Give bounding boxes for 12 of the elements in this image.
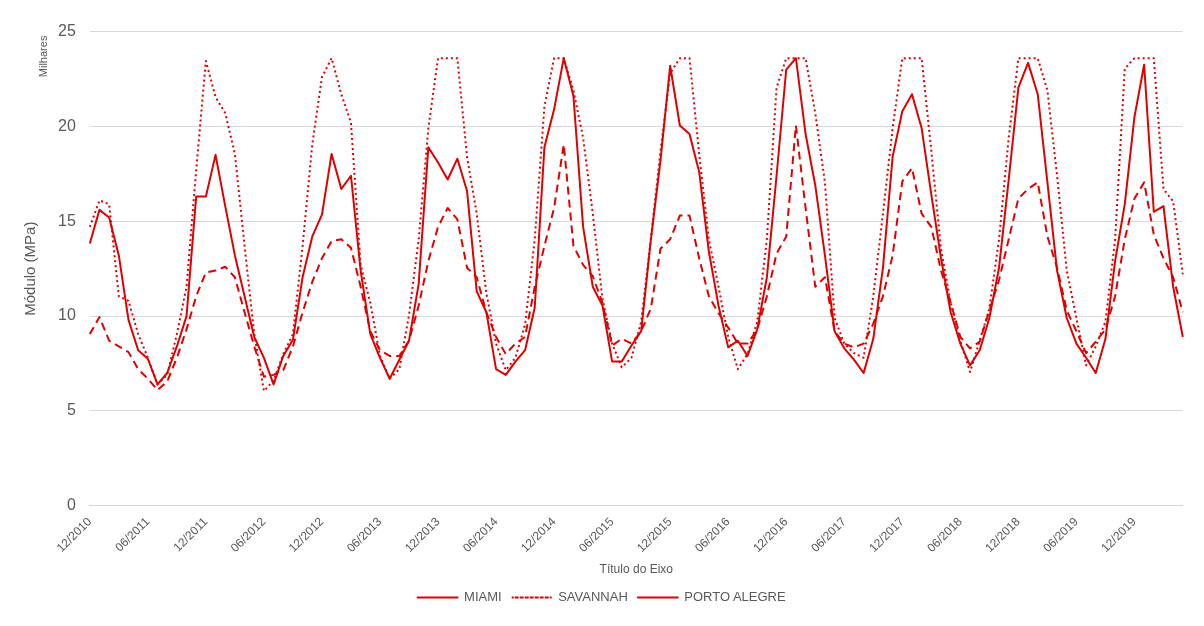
text: Milhares <box>36 35 49 78</box>
y-tick-label: 10 <box>58 306 76 324</box>
y-axis-title: Módulo (MPa) <box>21 221 39 316</box>
legend-label: SAVANNAH <box>558 589 628 605</box>
x-axis-title: Título do Eixo <box>599 562 674 577</box>
y-tick-label: 0 <box>66 496 76 514</box>
y-tick-label: 5 <box>66 401 76 419</box>
y-tick-label: 15 <box>58 211 76 229</box>
legend-label: PORTO ALEGRE <box>684 589 786 605</box>
y-tick-label: 25 <box>58 22 76 40</box>
legend-label: MIAMI <box>464 589 502 605</box>
y-tick-label: 20 <box>58 116 76 134</box>
